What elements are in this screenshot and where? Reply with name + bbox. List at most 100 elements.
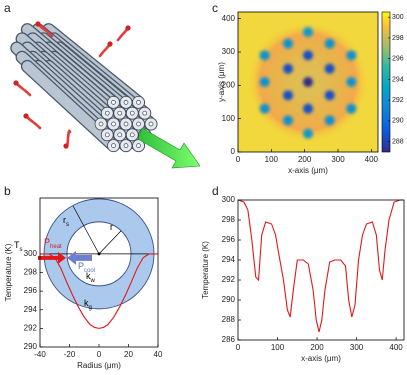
heat-arrow bbox=[36, 22, 54, 38]
y-tick-label: 100 bbox=[222, 114, 236, 123]
heatmap-spot bbox=[303, 128, 313, 139]
x-tick-label: 400 bbox=[389, 343, 403, 352]
x-tick-label: 40 bbox=[154, 350, 163, 359]
panel-label: a bbox=[4, 1, 11, 15]
y-tick-label: 290 bbox=[222, 295, 236, 304]
heat-arrow bbox=[14, 81, 32, 97]
annotation-text: T bbox=[14, 240, 20, 250]
y-axis-label: y-axis (μm) bbox=[217, 62, 226, 102]
annotation: rs bbox=[63, 215, 69, 227]
heatmap-spot bbox=[259, 50, 270, 61]
heatmap-spot bbox=[324, 115, 335, 126]
x-tick-label: 400 bbox=[365, 155, 379, 164]
annotation-subscript: w bbox=[90, 278, 96, 284]
y-tick-label: 296 bbox=[24, 286, 38, 295]
heat-arrow bbox=[38, 251, 66, 264]
y-tick-label: 298 bbox=[24, 268, 38, 277]
x-axis-label: x-axis (μm) bbox=[288, 166, 328, 175]
fiber-core bbox=[129, 110, 135, 116]
fiber-core bbox=[104, 132, 110, 138]
x-tick-label: 0 bbox=[236, 343, 241, 352]
heatmap-spot bbox=[346, 50, 357, 61]
annotation-subscript: cool bbox=[84, 268, 95, 274]
heat-arrow-head bbox=[23, 113, 29, 119]
data-line bbox=[237, 199, 404, 333]
fiber bbox=[22, 61, 119, 151]
fiber-bundle-illustration bbox=[10, 21, 201, 169]
colorbar-tick-label: 292 bbox=[392, 97, 404, 104]
fiber-core bbox=[142, 110, 148, 116]
cool-arrow bbox=[67, 250, 92, 265]
x-axis-label: x-axis (μm) bbox=[301, 354, 341, 363]
x-tick-label: 0 bbox=[97, 350, 102, 359]
fiber-core bbox=[136, 99, 141, 105]
y-tick-label: 400 bbox=[222, 14, 236, 23]
data-line bbox=[40, 253, 158, 329]
heatmap-spot bbox=[346, 103, 357, 114]
fiber-core bbox=[104, 110, 110, 116]
x-tick-label: 20 bbox=[124, 350, 133, 359]
fiber-core bbox=[111, 121, 116, 127]
heat-arrow bbox=[24, 114, 42, 130]
fiber-core bbox=[111, 99, 116, 105]
y-tick-label: 286 bbox=[222, 335, 236, 344]
fiber-core bbox=[123, 143, 129, 149]
y-axis-label: Temperature (K) bbox=[201, 241, 210, 299]
fiber-core bbox=[136, 121, 141, 127]
heat-arrow-head bbox=[125, 25, 131, 31]
heatmap-spot bbox=[259, 103, 270, 114]
heat-arrow bbox=[116, 26, 130, 42]
heatmap-spot bbox=[303, 77, 313, 87]
heat-arrow-head bbox=[107, 41, 113, 47]
x-tick-label: -20 bbox=[64, 350, 76, 359]
annotation-text: P bbox=[78, 261, 84, 271]
y-tick-label: 0 bbox=[231, 147, 236, 156]
fiber-core bbox=[98, 121, 104, 127]
fiber-core bbox=[148, 121, 154, 127]
annotation-subscript: s bbox=[20, 247, 23, 253]
x-tick-label: 100 bbox=[265, 155, 279, 164]
panel-label: d bbox=[212, 184, 219, 198]
y-tick-label: 288 bbox=[222, 315, 236, 324]
heatmap-spot bbox=[303, 27, 313, 37]
y-tick-label: 200 bbox=[222, 80, 236, 89]
fiber-core bbox=[136, 143, 141, 149]
heatmap-spot bbox=[324, 63, 335, 74]
heat-arrow bbox=[98, 42, 112, 58]
heatmap-spot bbox=[283, 63, 293, 74]
heatmap-spot bbox=[303, 50, 313, 61]
y-tick-label: 294 bbox=[222, 255, 236, 264]
colorbar-tick-label: 296 bbox=[392, 56, 404, 63]
annotation: Ts bbox=[14, 240, 23, 252]
heat-arrow-head bbox=[63, 143, 69, 149]
colorbar-tick-label: 300 bbox=[392, 14, 404, 21]
heatmap-spot bbox=[324, 90, 335, 101]
annotation: kg bbox=[84, 298, 92, 310]
annotation-subscript: heat bbox=[50, 244, 62, 250]
radius-line bbox=[98, 230, 122, 255]
annotation-text: k bbox=[86, 271, 91, 281]
fiber-core bbox=[117, 110, 123, 116]
annotation-subscript: s bbox=[66, 222, 69, 228]
heatmap-spot bbox=[283, 38, 293, 49]
y-tick-label: 292 bbox=[222, 275, 236, 284]
heatmap-spot bbox=[324, 38, 335, 49]
y-tick-label: 290 bbox=[24, 342, 38, 351]
heatmap-spot bbox=[303, 103, 313, 114]
heatmap-spot bbox=[259, 77, 270, 87]
radius-line bbox=[72, 205, 100, 255]
colorbar bbox=[381, 11, 391, 153]
x-tick-label: 200 bbox=[298, 155, 312, 164]
annotation-text: r bbox=[110, 222, 113, 232]
heat-arrow-head bbox=[35, 21, 41, 27]
colorbar-tick-label: 294 bbox=[392, 76, 404, 83]
heatmap-spot bbox=[283, 90, 293, 101]
axes-frame bbox=[237, 11, 379, 153]
x-axis-label: Radius (μm) bbox=[77, 361, 121, 370]
y-tick-label: 298 bbox=[222, 215, 236, 224]
y-axis-label: Temperature (K) bbox=[4, 243, 13, 301]
y-tick-label: 296 bbox=[222, 235, 236, 244]
x-tick-label: 100 bbox=[271, 343, 285, 352]
annotation-text: k bbox=[84, 298, 89, 308]
